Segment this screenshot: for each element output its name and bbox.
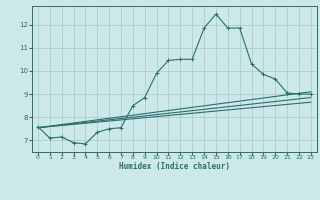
X-axis label: Humidex (Indice chaleur): Humidex (Indice chaleur): [119, 162, 230, 171]
